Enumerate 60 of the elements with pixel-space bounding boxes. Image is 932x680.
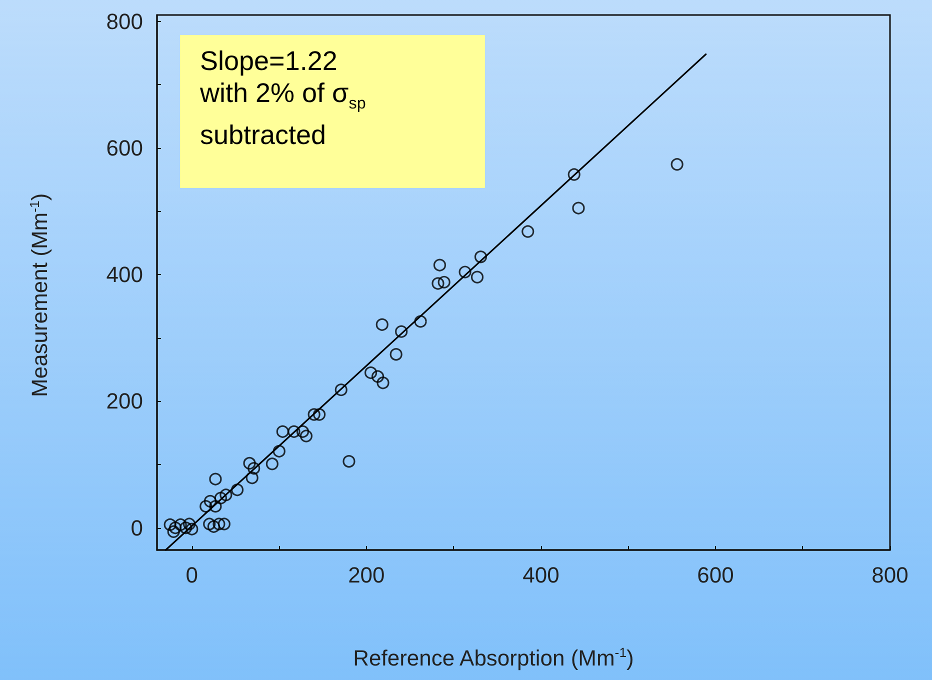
y-tick-label: 600 [106,135,143,160]
x-tick-label: 800 [872,562,908,588]
point [200,500,212,513]
point [334,384,348,396]
point [288,425,300,438]
x-tick-label: 400 [522,562,560,588]
point [438,276,450,288]
point [209,500,222,513]
point [568,168,580,181]
y-tick-label: 400 [106,262,143,288]
x-axis-title: Reference Absorption (Mm$^{-1}$) [352,645,635,672]
x-tick-label: 200 [348,562,385,588]
point [371,370,384,383]
point [342,455,356,468]
point [204,494,217,508]
point [212,518,226,530]
point [390,348,402,361]
point [572,202,585,214]
point [230,484,244,496]
point [186,522,198,536]
point [433,258,446,272]
point [214,492,227,504]
point [432,277,444,290]
y-tick-label: 200 [106,388,143,414]
point [474,250,488,264]
point [183,518,196,530]
point [364,366,378,380]
point [209,472,222,486]
point [376,318,388,331]
point [376,376,390,390]
point [276,425,289,438]
x-tick-label: 600 [697,562,734,588]
point [246,472,258,484]
point [522,225,534,238]
point [458,266,472,278]
point [248,462,260,475]
point [296,425,310,438]
point [272,444,286,458]
y-tick-label: 0 [130,515,143,540]
point [220,488,232,502]
point [218,518,230,530]
point [395,325,408,338]
point [313,408,326,421]
point [180,522,192,534]
point [174,518,187,531]
point [167,525,180,538]
point [266,458,278,470]
point [300,430,313,442]
point [164,518,176,531]
point [414,315,427,328]
x-tick-label: 0 [186,562,198,588]
y-tick-label: 800 [106,8,143,34]
point [670,158,684,171]
point [169,522,182,534]
point [470,270,484,284]
point [308,408,320,421]
point [203,518,216,530]
point [207,520,220,533]
point [243,456,256,470]
note-box: Slope=1.22 with 2% of σ$_{sp}$ subtracted [180,35,485,188]
